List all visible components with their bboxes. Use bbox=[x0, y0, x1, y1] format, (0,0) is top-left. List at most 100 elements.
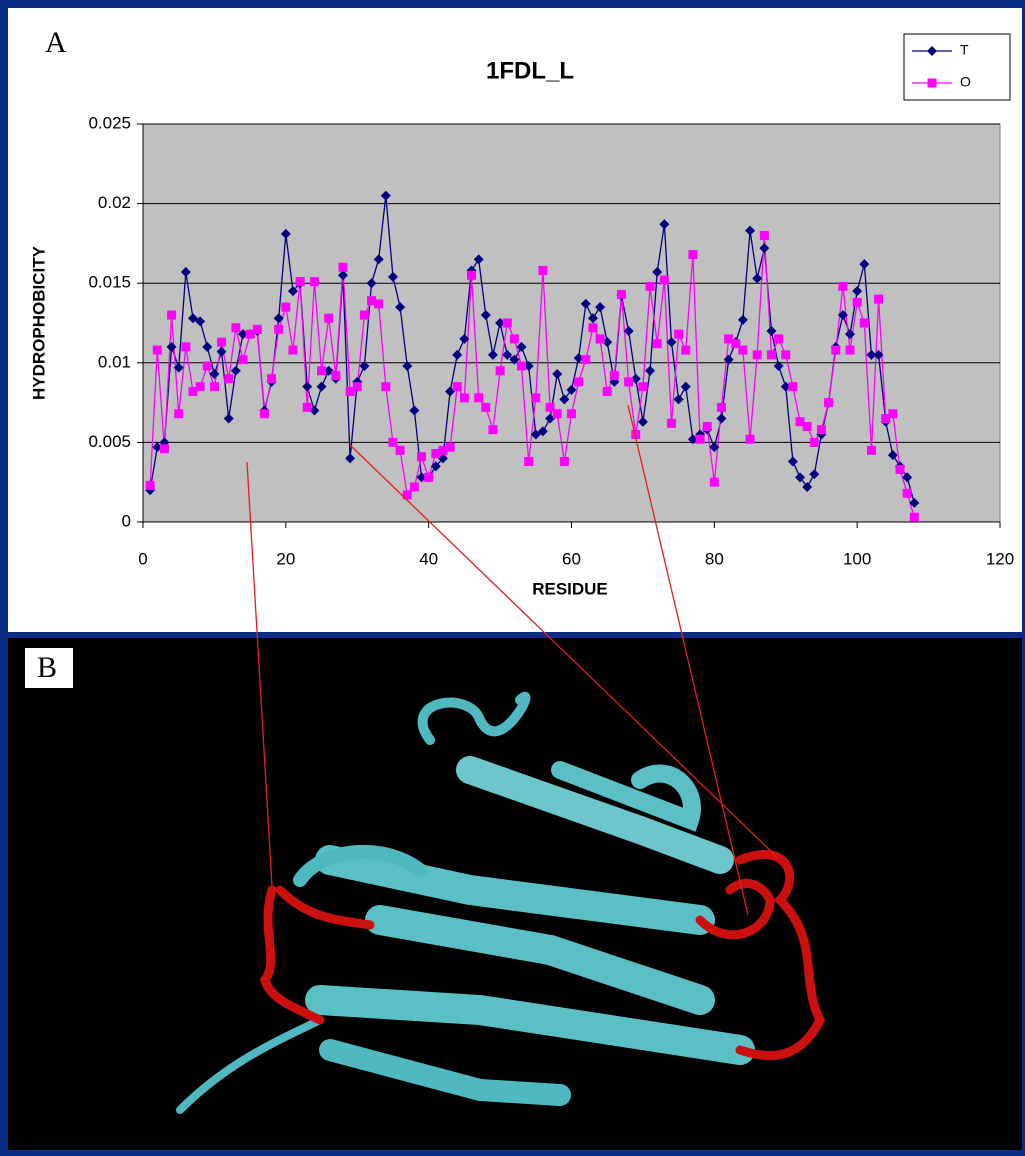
data-point bbox=[824, 398, 834, 408]
data-point bbox=[174, 409, 184, 419]
highlight-loop bbox=[275, 885, 375, 930]
data-point bbox=[837, 310, 848, 321]
data-point bbox=[217, 337, 227, 347]
data-point bbox=[666, 418, 676, 428]
data-point bbox=[245, 329, 255, 339]
data-point bbox=[237, 329, 248, 340]
data-point bbox=[495, 366, 505, 376]
data-point bbox=[902, 472, 913, 483]
protein-ribbon bbox=[176, 692, 826, 1114]
data-point bbox=[531, 393, 541, 403]
y-tick-label: 0.01 bbox=[98, 352, 131, 371]
data-point bbox=[738, 345, 748, 355]
data-point bbox=[845, 345, 855, 355]
series-line bbox=[149, 235, 915, 518]
data-point bbox=[438, 445, 448, 455]
data-point bbox=[523, 360, 534, 371]
data-point bbox=[445, 386, 456, 397]
data-point bbox=[695, 434, 705, 444]
data-point bbox=[324, 313, 334, 323]
data-point bbox=[716, 413, 727, 424]
data-point bbox=[609, 371, 619, 381]
data-point bbox=[887, 450, 898, 461]
data-point bbox=[502, 318, 512, 328]
data-point bbox=[323, 365, 334, 376]
data-point bbox=[345, 386, 355, 396]
data-point bbox=[724, 334, 734, 344]
data-point bbox=[802, 481, 813, 492]
data-point bbox=[709, 477, 719, 487]
data-point bbox=[417, 452, 427, 462]
data-point bbox=[437, 453, 448, 464]
data-point bbox=[380, 190, 391, 201]
data-point bbox=[430, 461, 441, 472]
data-point bbox=[273, 313, 284, 324]
data-point bbox=[202, 341, 213, 352]
data-point bbox=[602, 337, 613, 348]
data-point bbox=[338, 262, 348, 272]
data-point bbox=[474, 393, 484, 403]
data-point bbox=[587, 313, 598, 324]
x-tick-label: 40 bbox=[419, 549, 438, 568]
data-point bbox=[416, 472, 427, 483]
data-point bbox=[859, 318, 869, 328]
data-point bbox=[866, 349, 877, 360]
data-point bbox=[745, 434, 755, 444]
panel-label: B bbox=[37, 651, 57, 684]
data-point bbox=[581, 355, 591, 365]
data-point bbox=[545, 402, 555, 412]
data-point bbox=[302, 402, 312, 412]
plot-area bbox=[142, 123, 1001, 523]
data-point bbox=[409, 405, 420, 416]
data-point bbox=[216, 346, 227, 357]
data-point bbox=[388, 437, 398, 447]
data-point bbox=[537, 426, 548, 437]
data-point bbox=[402, 360, 413, 371]
data-point bbox=[366, 278, 377, 289]
data-point bbox=[195, 316, 206, 327]
data-point bbox=[666, 337, 677, 348]
ribbon bbox=[551, 761, 701, 832]
data-point bbox=[852, 297, 862, 307]
data-point bbox=[181, 342, 191, 352]
data-point bbox=[166, 341, 177, 352]
data-point bbox=[702, 421, 712, 431]
data-point bbox=[187, 313, 198, 324]
data-point bbox=[809, 437, 819, 447]
data-point bbox=[173, 362, 184, 373]
data-point bbox=[645, 365, 656, 376]
data-point bbox=[674, 329, 684, 339]
ribbon bbox=[365, 905, 715, 1015]
data-point bbox=[574, 377, 584, 387]
data-point bbox=[716, 402, 726, 412]
label-box bbox=[25, 648, 73, 688]
ribbon bbox=[176, 1016, 324, 1114]
data-point bbox=[559, 394, 570, 405]
x-tick-label: 120 bbox=[986, 549, 1014, 568]
data-point bbox=[588, 323, 598, 333]
data-point bbox=[780, 381, 791, 392]
data-point bbox=[845, 329, 856, 340]
data-point bbox=[652, 339, 662, 349]
data-point bbox=[723, 354, 734, 365]
data-point bbox=[359, 310, 369, 320]
legend-marker bbox=[927, 46, 937, 56]
data-point bbox=[552, 409, 562, 419]
legend-marker bbox=[927, 78, 937, 88]
data-point bbox=[766, 350, 776, 360]
data-point bbox=[909, 497, 920, 508]
data-point bbox=[367, 296, 377, 306]
data-point bbox=[852, 286, 863, 297]
data-point bbox=[487, 349, 498, 360]
data-point bbox=[902, 488, 912, 498]
data-point bbox=[859, 259, 870, 270]
data-point bbox=[595, 302, 606, 313]
data-point bbox=[502, 349, 513, 360]
data-point bbox=[638, 382, 648, 392]
data-point bbox=[317, 366, 327, 376]
data-point bbox=[816, 425, 826, 435]
data-point bbox=[509, 354, 520, 365]
data-point bbox=[459, 333, 470, 344]
y-tick-label: 0 bbox=[122, 511, 131, 530]
